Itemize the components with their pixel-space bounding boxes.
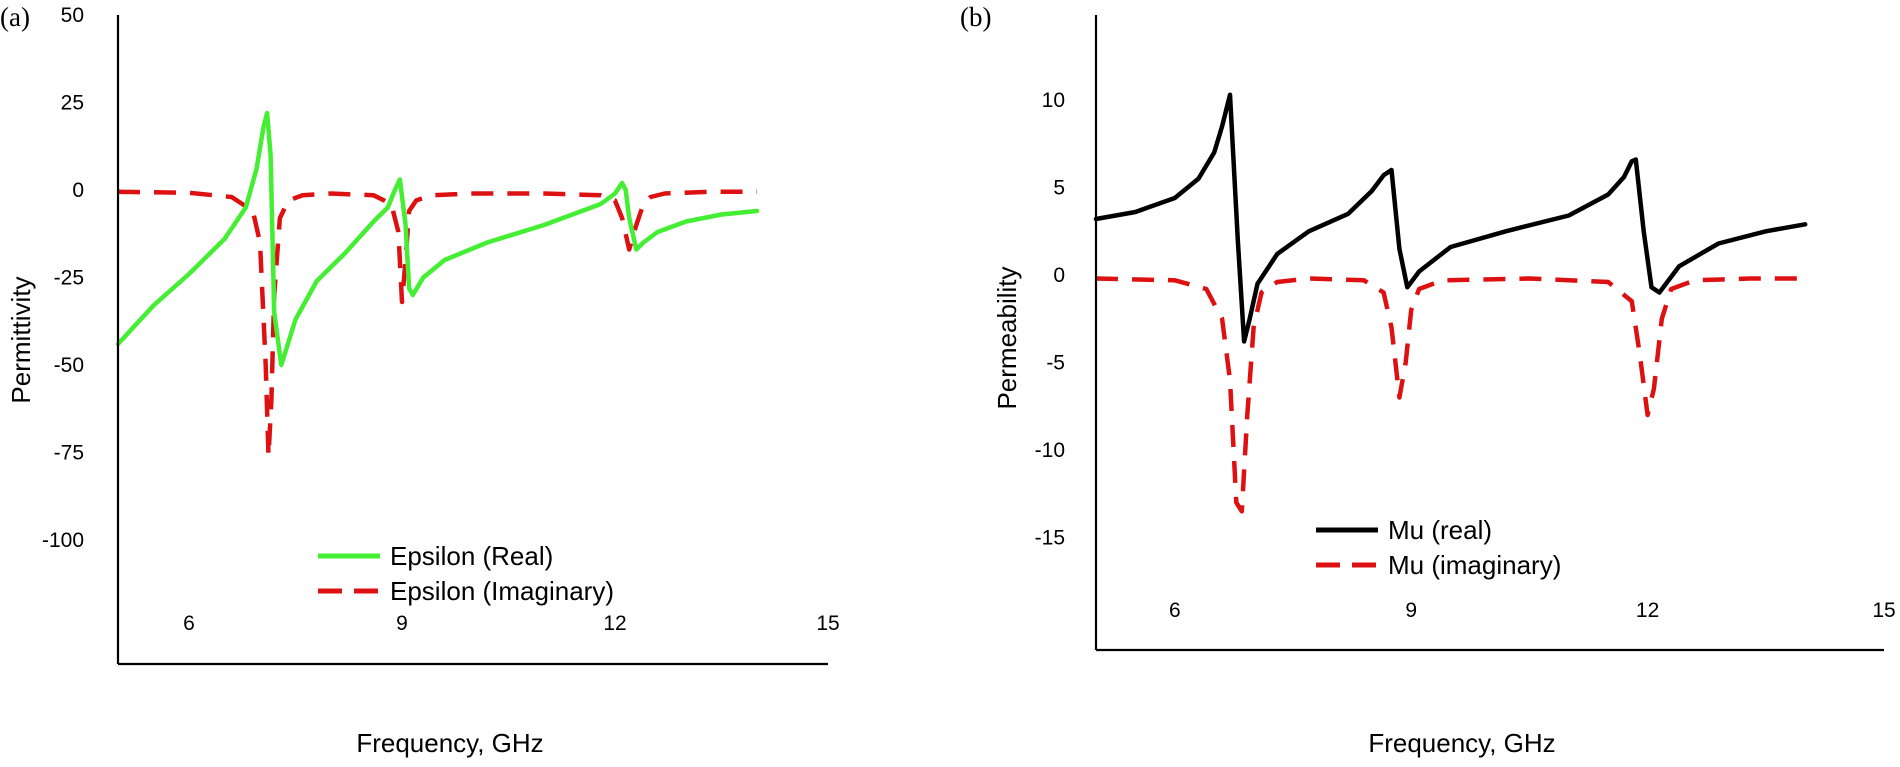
y-tick-label: -25 [54,267,84,290]
legend-label: Epsilon (Real) [390,541,553,571]
x-tick-label: 15 [816,612,839,635]
y-tick-label: -15 [1035,527,1065,550]
y-tick-label: -75 [54,442,84,465]
legend-label: Mu (imaginary) [1388,550,1561,580]
chart-panel-permittivity: (a) Frequency, GHz Permittivity Epsilon … [0,2,840,758]
y-axis-label: Permittivity [6,276,36,403]
legend: Epsilon (Real) Epsilon (Imaginary) [318,541,614,606]
x-tick-label: 12 [1636,599,1659,622]
y-tick-label: 50 [61,4,84,27]
x-tick-label: 6 [1169,599,1181,622]
x-axis-label: Frequency, GHz [356,728,543,758]
y-tick-label: 5 [1053,177,1065,200]
y-tick-label: 10 [1042,89,1065,112]
series-line-epsilon-imaginary [117,189,757,459]
y-tick-label: -10 [1035,439,1065,462]
y-tick-label: -5 [1046,352,1065,375]
panel-label: (b) [960,2,991,32]
x-tick-label: 15 [1872,599,1895,622]
legend-label: Mu (real) [1388,515,1492,545]
series-line-epsilon-real [115,110,760,368]
x-tick-label: 9 [1405,599,1417,622]
chart-panel-permeability: (b) Frequency, GHz Permeability Mu (real… [960,2,1896,758]
y-tick-label: 0 [72,179,84,202]
y-tick-label: -100 [42,529,84,552]
legend: Mu (real) Mu (imaginary) [1316,515,1561,580]
x-tick-label: 9 [396,612,408,635]
y-axis-label: Permeability [992,266,1022,409]
panel-label: (a) [0,2,30,32]
y-tick-label: 0 [1053,264,1065,287]
y-tick-label: -50 [54,354,84,377]
x-tick-label: 6 [183,612,195,635]
x-axis-label: Frequency, GHz [1368,728,1555,758]
y-tick-label: 25 [61,92,84,115]
x-tick-label: 12 [603,612,626,635]
legend-label: Epsilon (Imaginary) [390,576,614,606]
series-line-mu-real [1093,92,1808,344]
series-line-mu-imaginary [1095,276,1806,514]
